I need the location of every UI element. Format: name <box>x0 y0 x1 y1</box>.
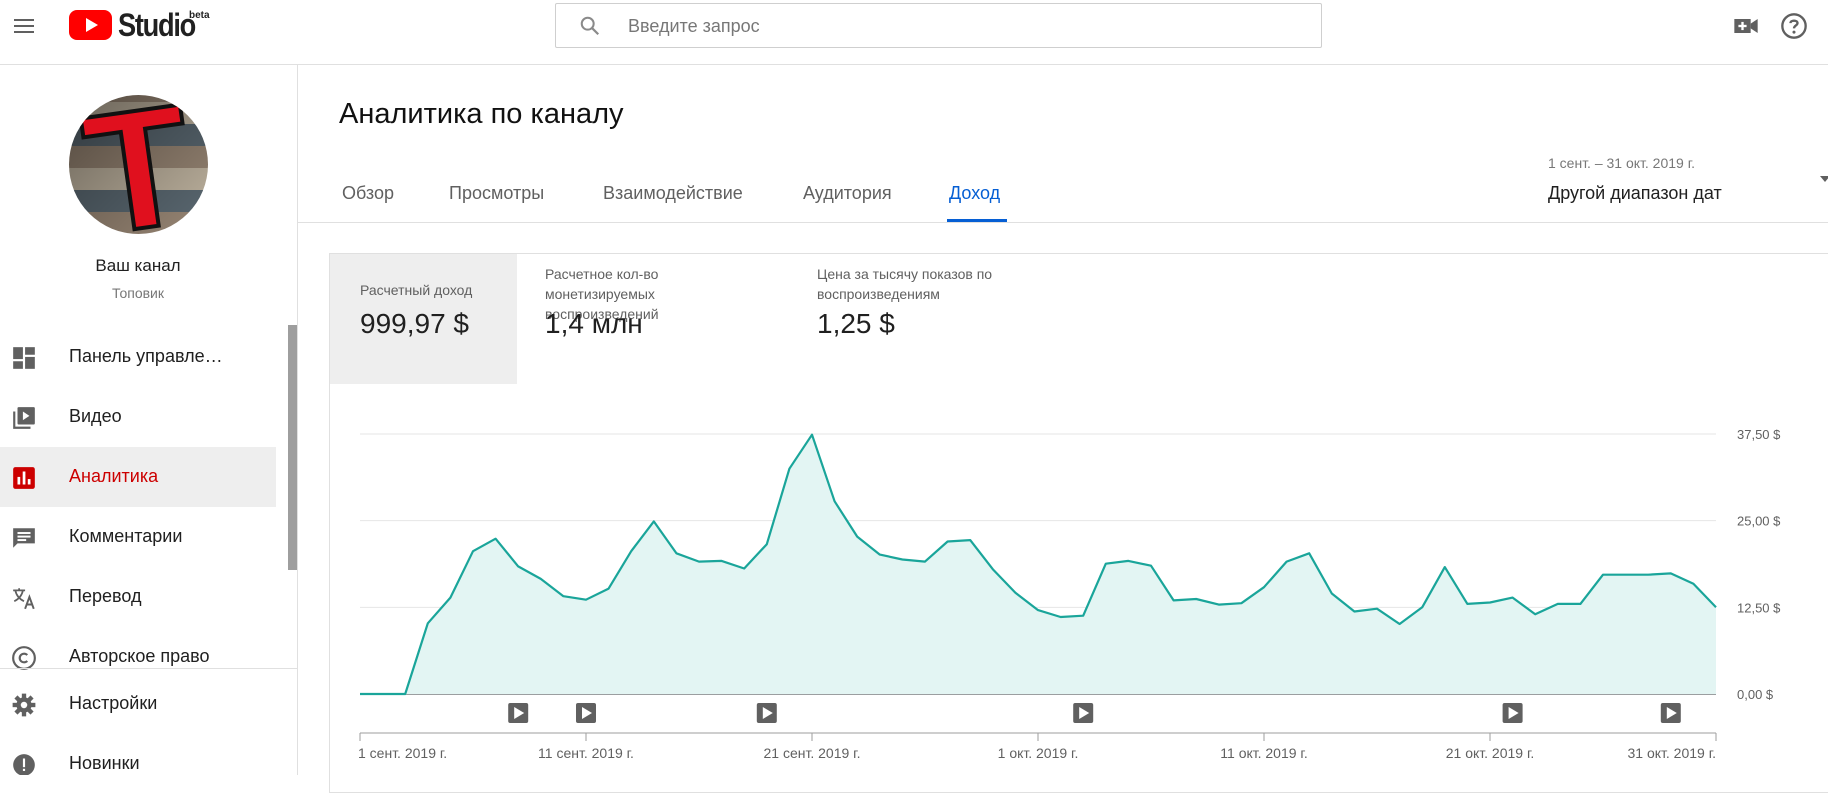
x-tick-label: 1 сент. 2019 г. <box>358 745 447 761</box>
video-library-icon <box>13 407 35 429</box>
sidebar-item-video[interactable]: Видео <box>0 387 276 447</box>
comments-icon <box>13 528 35 548</box>
page-title: Аналитика по каналу <box>339 98 624 130</box>
sidebar-item-label: Новинки <box>69 753 140 773</box>
search-input[interactable] <box>626 4 1280 49</box>
dashboard-icon <box>13 347 35 369</box>
youtube-logo-icon <box>69 10 112 40</box>
x-tick-label: 31 окт. 2019 г. <box>1628 745 1717 761</box>
chevron-down-icon[interactable] <box>1820 176 1828 182</box>
metric-estimated-revenue[interactable]: Расчетный доход 999,97 $ <box>330 254 517 384</box>
sidebar-item-label: Перевод <box>69 586 142 606</box>
x-tick-label: 11 окт. 2019 г. <box>1220 745 1307 761</box>
date-range-text: 1 сент. – 31 окт. 2019 г. <box>1548 155 1695 171</box>
metric-value: 1,25 $ <box>817 308 895 339</box>
tab-active-indicator <box>947 219 1007 222</box>
series-line <box>360 433 1717 696</box>
sidebar-item-label: Настройки <box>69 693 158 713</box>
series-area <box>360 434 1716 694</box>
play-icon <box>582 707 592 719</box>
sidebar-item-label: Панель управле… <box>69 346 223 366</box>
metric-label: Расчетный доход <box>360 282 473 298</box>
help-icon[interactable] <box>1780 12 1808 40</box>
beta-badge: beta <box>189 10 210 21</box>
date-range-dropdown[interactable]: Другой диапазон дат <box>1548 183 1722 203</box>
play-icon <box>1079 707 1090 719</box>
sidebar-divider <box>0 668 297 669</box>
sidebar-item-analytics[interactable]: Аналитика <box>0 447 276 507</box>
logo-text: Studio <box>118 7 196 43</box>
metric-label: Цена за тысячу показов по воспроизведени… <box>817 266 993 302</box>
play-icon <box>514 707 525 719</box>
x-tick-label: 11 сент. 2019 г. <box>538 745 634 761</box>
sidebar-scrollbar[interactable] <box>288 325 297 570</box>
sidebar-item-label: Видео <box>69 406 122 426</box>
sidebar: T Ваш канал Топовик Панель управле… Виде… <box>0 65 298 775</box>
play-icon <box>1508 707 1519 719</box>
metric-monetized-playbacks[interactable]: Расчетное кол-во монетизируемых воспроиз… <box>517 254 817 384</box>
sidebar-item-translate[interactable]: Перевод <box>0 567 276 627</box>
whats-new-icon <box>13 754 35 775</box>
revenue-card: Расчетный доход 999,97 $ Расчетное кол-в… <box>329 253 1828 793</box>
x-tick-label: 21 окт. 2019 г. <box>1446 745 1535 761</box>
avatar[interactable]: T <box>69 95 208 234</box>
analytics-icon <box>13 467 35 489</box>
channel-subtitle: Топовик <box>112 285 164 301</box>
tabs-divider <box>298 222 1828 223</box>
search-icon[interactable] <box>579 15 601 37</box>
x-tick-label: 1 окт. 2019 г. <box>998 745 1079 761</box>
top-bar: Studio beta <box>0 0 1828 65</box>
y-tick-label: 0,00 $ <box>1737 687 1774 702</box>
play-icon <box>762 707 773 719</box>
tab-overview[interactable]: Обзор <box>342 183 394 203</box>
settings-icon <box>12 693 36 717</box>
tab-views[interactable]: Просмотры <box>449 183 545 203</box>
metric-label: Расчетное кол-во монетизируемых воспроиз… <box>545 266 659 322</box>
channel-name[interactable]: Ваш канал <box>95 256 181 275</box>
play-icon <box>1666 707 1677 719</box>
revenue-chart: 0,00 $ 12,50 $ 25,00 $ 37,50 $ 1 сент. 2019 … <box>358 427 1781 761</box>
metric-playback-cpm[interactable]: Цена за тысячу показов по воспроизведени… <box>817 254 1057 384</box>
sidebar-item-comments[interactable]: Комментарии <box>0 507 276 567</box>
sidebar-item-settings[interactable]: Настройки <box>0 674 276 734</box>
menu-icon[interactable] <box>12 14 36 38</box>
x-tick-label: 21 сент. 2019 г. <box>764 745 861 761</box>
sidebar-item-label: Комментарии <box>69 526 183 546</box>
metric-value: 999,97 $ <box>360 308 469 339</box>
tab-revenue[interactable]: Доход <box>949 183 1001 203</box>
tab-audience[interactable]: Аудитория <box>803 183 892 203</box>
y-tick-label: 25,00 $ <box>1737 514 1781 529</box>
y-tick-label: 37,50 $ <box>1737 427 1781 442</box>
sidebar-item-dashboard[interactable]: Панель управле… <box>0 327 276 387</box>
metric-value: 1,4 млн <box>545 308 643 339</box>
sidebar-item-label: Аналитика <box>69 466 159 486</box>
create-video-icon[interactable] <box>1732 12 1760 40</box>
sidebar-item-label: Авторское право <box>69 646 210 666</box>
sidebar-item-whats-new[interactable]: Новинки <box>0 734 276 775</box>
translate-icon <box>13 588 35 610</box>
avatar-letter: T <box>72 95 205 234</box>
y-tick-label: 12,50 $ <box>1737 600 1781 615</box>
tab-engagement[interactable]: Взаимодействие <box>603 183 743 203</box>
search-box[interactable] <box>555 3 1322 49</box>
